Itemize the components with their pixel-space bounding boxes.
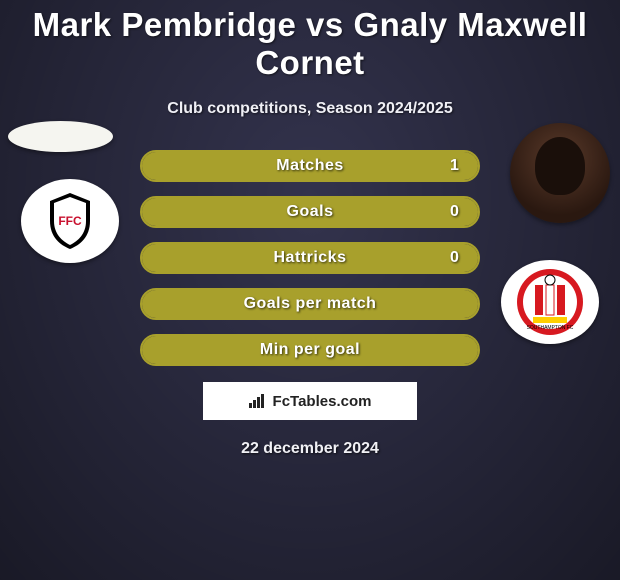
date-text: 22 december 2024: [0, 440, 620, 458]
barchart-icon: [249, 394, 267, 408]
stat-label: Matches: [142, 152, 478, 180]
stat-value-left: [150, 336, 170, 364]
club2-badge: SOUTHAMPTON FC: [501, 260, 599, 344]
player1-name: Mark Pembridge: [33, 6, 297, 43]
watermark-box: FcTables.com: [203, 382, 417, 420]
stat-value-left: [150, 152, 170, 180]
southampton-badge-icon: SOUTHAMPTON FC: [515, 267, 585, 337]
stat-value-left: [150, 244, 170, 272]
stat-row: Goals per match: [140, 288, 480, 320]
stat-label: Goals: [142, 198, 478, 226]
stat-row: Goals0: [140, 196, 480, 228]
page-title: Mark Pembridge vs Gnaly Maxwell Cornet: [0, 6, 620, 82]
stat-label: Min per goal: [142, 336, 478, 364]
stat-value-right: [450, 290, 470, 318]
watermark-text: FcTables.com: [273, 393, 372, 410]
stat-value-left: [150, 290, 170, 318]
club1-badge: FFC: [21, 179, 119, 263]
title-vs: vs: [306, 6, 344, 43]
stat-row: Min per goal: [140, 334, 480, 366]
stat-row: Matches1: [140, 150, 480, 182]
stat-value-right: 1: [450, 152, 470, 180]
fulham-shield-icon: FFC: [46, 191, 94, 251]
stat-value-left: [150, 198, 170, 226]
subtitle: Club competitions, Season 2024/2025: [0, 100, 620, 118]
stat-row: Hattricks0: [140, 242, 480, 274]
player1-avatar: [8, 121, 113, 152]
stat-value-right: 0: [450, 244, 470, 272]
stat-label: Hattricks: [142, 244, 478, 272]
svg-text:FFC: FFC: [58, 214, 82, 228]
stat-label: Goals per match: [142, 290, 478, 318]
stat-value-right: 0: [450, 198, 470, 226]
stat-value-right: [450, 336, 470, 364]
svg-text:SOUTHAMPTON FC: SOUTHAMPTON FC: [527, 325, 574, 331]
player2-avatar: [510, 123, 610, 223]
